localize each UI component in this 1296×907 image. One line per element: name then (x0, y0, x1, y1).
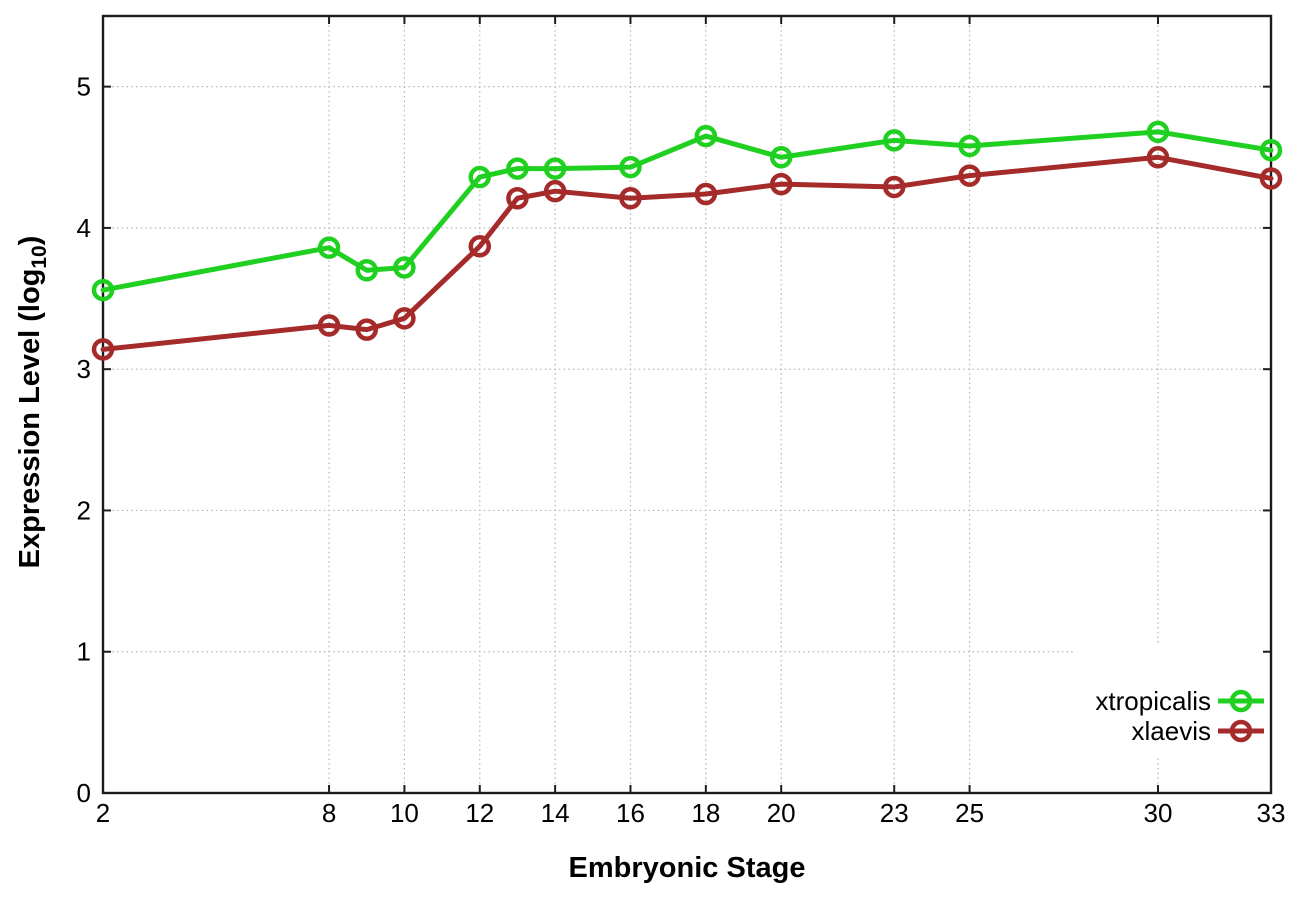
data-point-xlaevis (468, 235, 492, 258)
data-point-xtropicalis (91, 278, 115, 302)
data-point-xlaevis (958, 164, 981, 187)
y-axis-title-main: Expression Level (log (14, 268, 47, 569)
x-tick-label: 30 (1144, 798, 1173, 828)
plot-border (101, 14, 1273, 795)
y-tick-label: 4 (77, 213, 91, 243)
x-tick-label: 18 (691, 798, 720, 828)
data-point-xlaevis (506, 186, 529, 210)
x-tick-label: 23 (880, 798, 909, 828)
data-point-xlaevis (619, 186, 642, 210)
x-tick-label: 10 (390, 798, 419, 828)
x-tick-label: 16 (616, 798, 645, 828)
y-tick-label: 0 (77, 778, 91, 808)
legend-sample-marker-xtropicalis (1229, 689, 1253, 713)
data-point-xlaevis (882, 175, 906, 199)
y-tick-label: 1 (77, 637, 91, 667)
y-tick-label: 2 (77, 495, 91, 525)
data-point-xtropicalis (1146, 120, 1170, 144)
data-point-xlaevis (317, 314, 341, 337)
series-line-xlaevis (100, 154, 1274, 352)
x-tick-label: 20 (767, 798, 796, 828)
data-point-xlaevis (393, 307, 416, 330)
y-axis-title: Expression Level (log10) (14, 236, 52, 569)
data-point-xtropicalis (506, 157, 529, 180)
legend-sample-marker-xlaevis (1229, 719, 1253, 743)
data-point-xlaevis (91, 338, 115, 361)
data-point-xtropicalis (958, 134, 981, 158)
data-point-xlaevis (543, 179, 567, 203)
legend-label-xtropicalis: xtropicalis (1095, 686, 1211, 716)
data-point-xlaevis (769, 172, 793, 196)
y-axis-title-end: ) (14, 235, 47, 246)
data-point-xtropicalis (769, 146, 793, 169)
x-tick-label: 14 (541, 798, 570, 828)
x-tick-label: 2 (96, 798, 110, 828)
data-point-xtropicalis (694, 124, 718, 148)
data-point-xtropicalis (468, 165, 492, 189)
x-tick-label: 12 (465, 798, 494, 828)
data-point-xtropicalis (317, 236, 341, 259)
x-tick-label: 8 (322, 798, 336, 828)
data-point-xtropicalis (1259, 138, 1283, 162)
data-point-xtropicalis (355, 259, 378, 282)
y-tick-label: 5 (77, 72, 91, 102)
data-point-xtropicalis (882, 129, 906, 152)
data-point-xtropicalis (543, 157, 567, 180)
y-tick-label: 3 (77, 354, 91, 384)
data-point-xlaevis (694, 182, 718, 206)
x-tick-label: 33 (1257, 798, 1286, 828)
data-point-xlaevis (1259, 167, 1283, 190)
series-line-xtropicalis (100, 129, 1274, 293)
data-point-xtropicalis (393, 256, 416, 279)
y-axis-title-subscript: 10 (27, 245, 51, 269)
data-point-xtropicalis (619, 155, 642, 179)
x-tick-label: 25 (955, 798, 984, 828)
x-axis-title: Embryonic Stage (568, 852, 806, 884)
data-point-xlaevis (1146, 146, 1170, 169)
data-point-xlaevis (355, 318, 378, 341)
legend-label-xlaevis: xlaevis (1132, 716, 1211, 746)
